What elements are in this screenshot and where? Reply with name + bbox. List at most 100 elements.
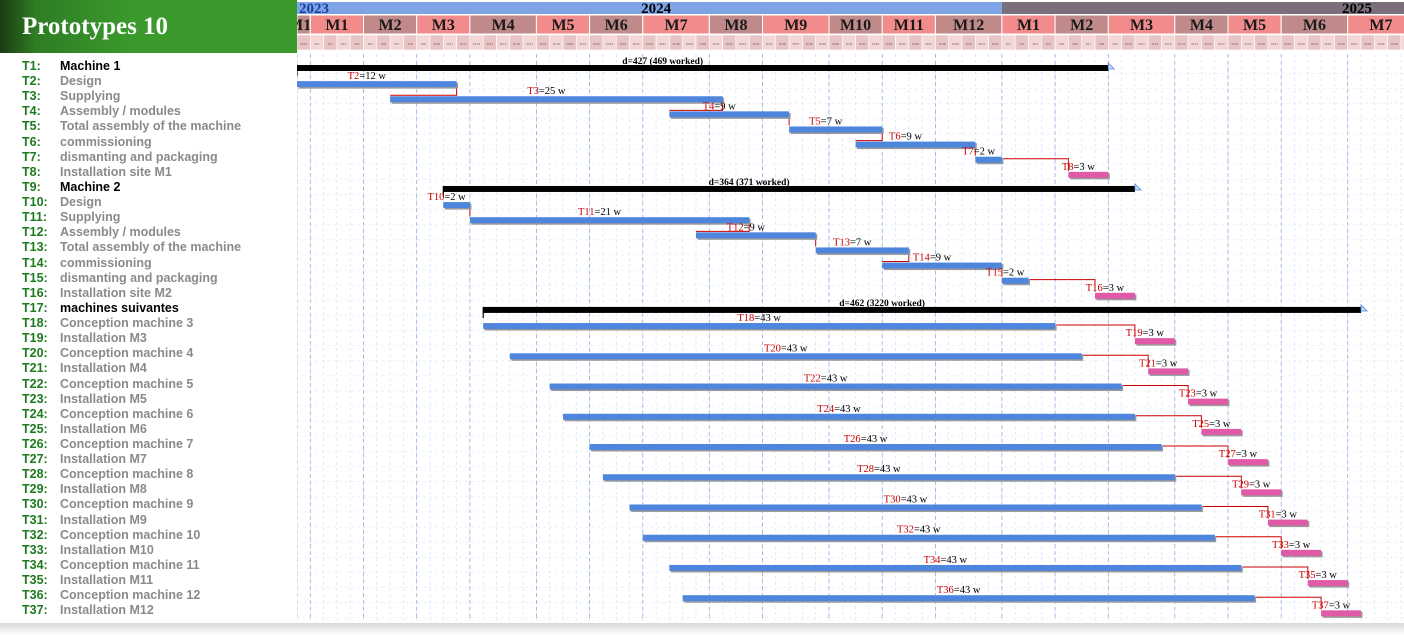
task-label-id: T5 bbox=[809, 116, 821, 127]
task-label-duration: =3 w bbox=[1143, 328, 1165, 339]
installation-bar bbox=[1068, 171, 1109, 178]
task-label-id: T6 bbox=[889, 132, 901, 143]
task-label-id: T18 bbox=[737, 313, 754, 324]
task-label-duration: =9 w bbox=[714, 101, 736, 112]
task-bar bbox=[483, 323, 1056, 330]
task-name: Installation M3 bbox=[60, 331, 147, 346]
dependency-link bbox=[1241, 566, 1309, 580]
task-id: T28: bbox=[22, 467, 48, 482]
task-bar bbox=[815, 247, 909, 254]
task-label-id: T7 bbox=[962, 147, 974, 158]
week-label: W13 bbox=[1165, 42, 1172, 46]
week-label: W18 bbox=[1231, 42, 1238, 46]
task-name: Installation M12 bbox=[60, 603, 154, 618]
week-label: W43 bbox=[872, 42, 879, 46]
month-label: M11 bbox=[894, 17, 924, 34]
week-label: W36 bbox=[779, 42, 786, 46]
week-label: W41 bbox=[846, 42, 853, 46]
week-label: W18 bbox=[540, 42, 547, 46]
summary-bar bbox=[443, 185, 1135, 192]
task-label-duration: =21 w bbox=[594, 207, 621, 218]
task-bar bbox=[696, 232, 816, 239]
task-label: T7=2 w bbox=[962, 147, 995, 158]
task-bar bbox=[855, 141, 976, 148]
task-label-id: T20 bbox=[764, 343, 781, 354]
task-label: T14=9 w bbox=[913, 253, 952, 264]
task-label-duration: =3 w bbox=[1289, 540, 1311, 551]
week-label: W23 bbox=[606, 42, 613, 46]
task-label: T8=3 w bbox=[1062, 162, 1095, 173]
task-name: Machine 1 bbox=[60, 59, 121, 73]
task-label-id: T10 bbox=[427, 192, 444, 203]
task-bar bbox=[509, 353, 1082, 360]
task-id: T21: bbox=[22, 361, 48, 376]
week-label: W27 bbox=[1351, 42, 1358, 46]
week-label: W39 bbox=[819, 42, 826, 46]
week-label: W31 bbox=[713, 42, 720, 46]
task-id: T29: bbox=[22, 482, 48, 497]
week-label: W27 bbox=[659, 42, 666, 46]
task-id: T11: bbox=[22, 210, 48, 225]
task-bar bbox=[789, 126, 883, 133]
week-label: W30 bbox=[699, 42, 706, 46]
week-label: W37 bbox=[792, 42, 799, 46]
week-label: W9 bbox=[1112, 42, 1117, 46]
task-label: T21=3 w bbox=[1139, 358, 1178, 369]
task-label-id: T34 bbox=[924, 555, 942, 566]
task-label-duration: =2 w bbox=[444, 192, 466, 203]
task-bar bbox=[642, 534, 1215, 541]
task-label: T36=43 w bbox=[937, 585, 981, 596]
task-label-id: T12 bbox=[727, 222, 744, 233]
task-label-id: T19 bbox=[1126, 328, 1143, 339]
task-id: T23: bbox=[22, 391, 48, 406]
week-label: W1 bbox=[314, 42, 319, 46]
task-name: dismanting and packaging bbox=[60, 149, 218, 164]
task-name: Installation M5 bbox=[60, 391, 147, 406]
week-label: W49 bbox=[952, 42, 959, 46]
week-label: W10 bbox=[1125, 42, 1132, 46]
task-name: Conception machine 10 bbox=[60, 527, 201, 542]
week-label: W42 bbox=[859, 42, 866, 46]
task-label-duration: =43 w bbox=[940, 555, 967, 566]
week-label: W40 bbox=[832, 42, 839, 46]
year-band-fill bbox=[297, 2, 1002, 14]
week-label: W29 bbox=[686, 42, 693, 46]
task-id: T13: bbox=[22, 240, 48, 255]
task-id: T9: bbox=[22, 179, 41, 194]
gantt-chart-svg: 2023 2024 2025 M12 M1 M2 M3 M4 M5 M6 M7 M8 M9 M10 M11 M… bbox=[288, 0, 1404, 620]
week-label: W17 bbox=[526, 42, 533, 46]
task-name: Assembly / modules bbox=[60, 225, 181, 240]
task-label-duration: =3 w bbox=[1329, 600, 1351, 611]
week-label: W33 bbox=[739, 42, 746, 46]
task-name: commissioning bbox=[60, 255, 152, 270]
dependency-link bbox=[1001, 158, 1069, 171]
task-label-id: T25 bbox=[1192, 419, 1209, 430]
task-label: T16=3 w bbox=[1086, 283, 1125, 294]
installation-bar bbox=[1228, 459, 1268, 466]
dependency-link bbox=[1174, 475, 1242, 489]
week-label: W29 bbox=[1378, 42, 1385, 46]
week-label: W52 bbox=[992, 42, 999, 46]
week-label: W9 bbox=[421, 42, 426, 46]
week-label: W2 bbox=[1019, 42, 1024, 46]
task-label-duration: =7 w bbox=[821, 116, 843, 127]
task-name: Assembly / modules bbox=[60, 104, 181, 119]
task-name: Conception machine 4 bbox=[60, 346, 194, 361]
task-id: T37: bbox=[22, 603, 48, 618]
week-label: W20 bbox=[566, 42, 573, 46]
task-label: T35=3 w bbox=[1299, 570, 1338, 581]
installation-bar bbox=[1307, 580, 1348, 587]
task-label-id: T16 bbox=[1086, 283, 1103, 294]
week-label: W14 bbox=[486, 42, 493, 46]
task-label: T33=3 w bbox=[1272, 540, 1311, 551]
task-id: T36: bbox=[22, 588, 48, 603]
week-label: W50 bbox=[965, 42, 972, 46]
year-band-fill bbox=[1001, 2, 1404, 14]
task-label: T32=43 w bbox=[897, 525, 941, 536]
task-label-duration: =3 w bbox=[1276, 510, 1298, 521]
task-name: Conception machine 5 bbox=[60, 376, 194, 391]
task-label-duration: =3 w bbox=[1196, 389, 1218, 400]
task-label-id: T31 bbox=[1259, 510, 1276, 521]
week-label: W3 bbox=[1033, 42, 1038, 46]
